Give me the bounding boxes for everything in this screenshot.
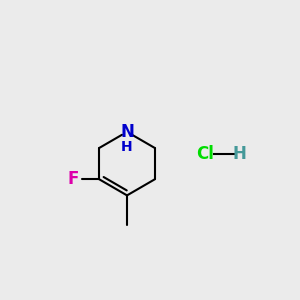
- Text: H: H: [233, 145, 247, 163]
- Text: Cl: Cl: [196, 145, 214, 163]
- Text: F: F: [68, 170, 79, 188]
- Text: H: H: [121, 140, 133, 154]
- Text: N: N: [120, 123, 134, 141]
